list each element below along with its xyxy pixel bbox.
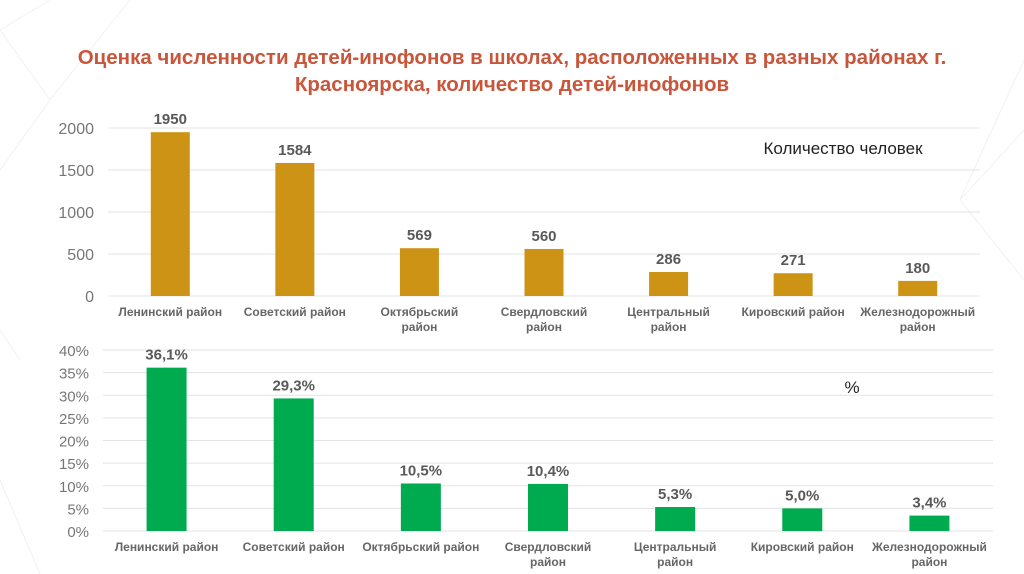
percent-ytick-label: 0% <box>67 524 89 541</box>
percent-data-label: 5,3% <box>658 486 692 503</box>
count-category-label-line: Октябрьский <box>381 305 459 319</box>
percent-category-label-line: район <box>530 555 566 569</box>
percent-ytick-label: 25% <box>59 411 89 428</box>
percent-category-label-line: Октябрьский район <box>362 540 479 554</box>
percent-annotation: % <box>844 378 859 397</box>
count-data-label: 1584 <box>278 142 312 159</box>
percent-bar <box>782 508 823 531</box>
count-category-label-line: Ленинский район <box>118 305 222 319</box>
count-bar-chart: 0 500 1000 1500 2000 1950 Ленинский район 1584 С… <box>58 111 980 334</box>
count-data-label: 569 <box>407 227 432 244</box>
count-category-label-line: Железнодорожный <box>859 305 975 319</box>
count-category-label-line: район <box>526 320 562 334</box>
percent-data-label: 36,1% <box>145 347 188 364</box>
percent-ytick-label: 30% <box>59 388 89 405</box>
percent-category-label-line: район <box>911 555 947 569</box>
count-ytick-label: 1000 <box>58 205 94 222</box>
count-ytick-label: 500 <box>67 247 94 264</box>
percent-category-label: Центральный район <box>634 540 717 569</box>
percent-category-label-line: Советский район <box>243 540 345 554</box>
percent-category-label: Ленинский район <box>115 540 219 554</box>
count-category-label: Кировский район <box>742 305 845 319</box>
percent-bar-chart: 0% 5% 10% 15% 20% 25% 30% 35% 40% 36,1% Ленинский … <box>59 343 993 569</box>
count-category-label: Советский район <box>244 305 346 319</box>
count-category-label: Свердловский район <box>501 305 588 334</box>
count-category-label-line: район <box>651 320 687 334</box>
percent-bar <box>528 483 568 531</box>
percent-data-label: 3,4% <box>912 495 946 512</box>
percent-bar <box>400 483 441 531</box>
page-title: Оценка численности детей-инофонов в школ… <box>77 46 947 96</box>
percent-ytick-label: 40% <box>59 343 89 360</box>
percent-category-label-line: Свердловский <box>505 540 592 554</box>
count-category-label: Октябрьский район <box>381 305 459 334</box>
percent-category-label: Октябрьский район <box>362 540 479 554</box>
count-category-label-line: район <box>900 320 936 334</box>
count-data-label: 286 <box>656 251 681 268</box>
count-data-label: 271 <box>781 252 806 269</box>
count-category-label-line: Свердловский <box>501 305 588 319</box>
count-bar <box>524 248 564 296</box>
count-bar <box>275 162 315 296</box>
count-category-label: Ленинский район <box>118 305 222 319</box>
percent-ytick-label: 5% <box>67 501 89 518</box>
percent-category-label: Кировский район <box>751 540 854 554</box>
percent-data-label: 10,4% <box>527 463 570 480</box>
count-bar <box>399 248 439 296</box>
count-category-label-line: Центральный <box>627 305 710 319</box>
percent-category-label-line: Кировский район <box>751 540 854 554</box>
count-data-label: 1950 <box>154 111 187 128</box>
count-bar <box>898 280 938 296</box>
percent-category-label-line: Ленинский район <box>115 540 219 554</box>
percent-bar <box>655 507 696 531</box>
count-ytick-label: 0 <box>85 289 94 306</box>
percent-data-label: 29,3% <box>272 377 315 394</box>
count-ytick-label: 1500 <box>58 163 94 180</box>
percent-bar <box>909 515 950 531</box>
percent-category-label-line: район <box>657 555 693 569</box>
percent-ytick-label: 35% <box>59 366 89 383</box>
count-annotation: Количество человек <box>763 139 923 158</box>
count-category-label: Центральный район <box>627 305 710 334</box>
percent-category-label: Советский район <box>243 540 345 554</box>
percent-category-label: Свердловский район <box>505 540 592 569</box>
percent-ytick-label: 20% <box>59 434 89 451</box>
percent-category-label: Железнодорожный район <box>871 540 987 569</box>
percent-category-label-line: Железнодорожный <box>871 540 987 554</box>
count-data-label: 180 <box>905 260 930 277</box>
count-bar <box>150 132 190 296</box>
count-category-label-line: Советский район <box>244 305 346 319</box>
percent-data-label: 5,0% <box>785 487 819 504</box>
count-bar <box>649 271 689 296</box>
percent-data-label: 10,5% <box>400 462 443 479</box>
count-category-label: Железнодорожный район <box>859 305 975 334</box>
count-ytick-label: 2000 <box>58 121 94 138</box>
count-category-label-line: Кировский район <box>742 305 845 319</box>
percent-category-label-line: Центральный <box>634 540 717 554</box>
percent-bar <box>146 367 187 531</box>
percent-ytick-label: 15% <box>59 456 89 473</box>
count-category-label-line: район <box>401 320 437 334</box>
percent-ytick-label: 10% <box>59 479 89 496</box>
count-data-label: 560 <box>531 228 556 245</box>
count-bar <box>773 273 813 296</box>
percent-bar <box>273 398 314 531</box>
